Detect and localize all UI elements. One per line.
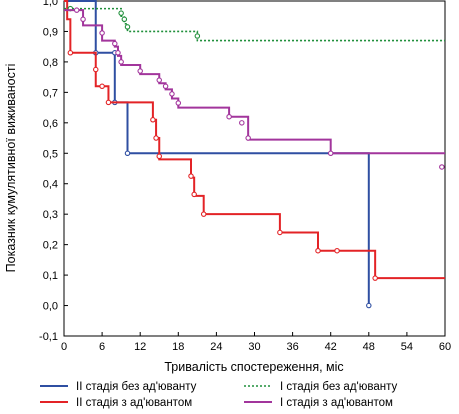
censor-marker — [200, 211, 207, 217]
censor-marker — [80, 16, 86, 23]
series-line-1 — [64, 0, 445, 280]
legend-label: I стадія без ад'юванту — [280, 381, 397, 393]
x-tick-label: 30 — [248, 341, 260, 353]
x-tick-label: 6 — [99, 341, 105, 353]
y-tick-label: 0,7 — [43, 87, 58, 99]
censor-marker — [372, 275, 378, 281]
x-tick-label: 42 — [325, 341, 337, 353]
y-tick-label: 0,0 — [43, 301, 58, 313]
censor-marker — [73, 7, 80, 13]
y-tick-label: 0,1 — [43, 270, 58, 282]
y-tick-label: 0,2 — [43, 240, 58, 252]
censor-marker — [124, 150, 131, 157]
censor-marker — [162, 83, 169, 90]
censor-marker — [366, 302, 372, 309]
censor-marker — [191, 191, 197, 198]
y-tick-label: 0,6 — [43, 118, 58, 130]
censor-marker — [105, 99, 112, 106]
series-layer — [64, 0, 445, 309]
y-tick-label: 0,9 — [43, 26, 58, 38]
censor-marker — [188, 173, 194, 179]
x-tick-label: 0 — [61, 341, 67, 353]
y-tick-label: 0,8 — [43, 57, 58, 69]
y-tick-label: 1,0 — [43, 0, 58, 8]
x-tick-label: 36 — [286, 341, 298, 353]
x-tick-label: 12 — [134, 341, 146, 353]
censor-marker — [137, 68, 143, 74]
censor-marker — [118, 10, 124, 16]
censor-marker — [327, 150, 334, 157]
censor-marker — [112, 40, 118, 47]
censor-marker — [93, 66, 99, 73]
legend-label: II стадія з ад'ювантом — [76, 397, 192, 409]
censor-marker — [439, 164, 445, 170]
legend: II стадія без ад'юванту I стадія без ад'ю… — [40, 381, 397, 409]
censor-marker — [99, 30, 105, 36]
censor-marker — [245, 135, 251, 141]
censor-marker — [153, 135, 159, 141]
censor-marker — [194, 33, 201, 39]
censor-marker — [156, 153, 163, 160]
y-tick-labels: 1,0 0,9 0,8 0,7 0,6 0,5 0,4 0,3 0,2 0,1 0,0 -0,1 — [39, 0, 68, 343]
x-tick-label: 48 — [363, 341, 375, 353]
y-axis-title: Показник кумулятивної виживаності — [4, 64, 18, 273]
legend-label: I стадія з ад'ювантом — [280, 397, 393, 409]
censor-marker — [315, 247, 321, 254]
y-tick-label: 0,4 — [43, 179, 58, 191]
censor-marker — [150, 117, 156, 123]
x-tick-label: 24 — [210, 341, 222, 353]
plot-area — [63, 0, 446, 337]
censor-marker — [99, 83, 105, 90]
censor-marker — [226, 113, 232, 120]
censor-marker — [277, 229, 283, 236]
legend-label: II стадія без ад'юванту — [76, 381, 197, 393]
censor-marker — [115, 50, 121, 56]
x-tick-label: 54 — [401, 341, 413, 353]
censor-marker — [156, 77, 163, 83]
x-tick-label: 60 — [439, 341, 451, 353]
y-tick-label: 0,5 — [43, 148, 58, 160]
censor-marker — [239, 120, 245, 126]
censor-marker — [175, 100, 182, 106]
x-axis-title: Тривалість спостереження, міс — [164, 360, 343, 374]
censor-marker — [67, 50, 74, 56]
censor-marker — [118, 59, 124, 65]
y-tick-label: 0,3 — [43, 209, 58, 221]
censor-marker — [334, 247, 340, 254]
y-tick-label: -0,1 — [39, 331, 58, 343]
x-tick-labels: 0 6 12 18 24 30 36 42 48 54 60 — [61, 332, 451, 353]
censor-marker — [169, 91, 175, 97]
censor-marker — [124, 24, 131, 30]
censor-marker — [121, 16, 128, 23]
x-tick-label: 18 — [172, 341, 184, 353]
